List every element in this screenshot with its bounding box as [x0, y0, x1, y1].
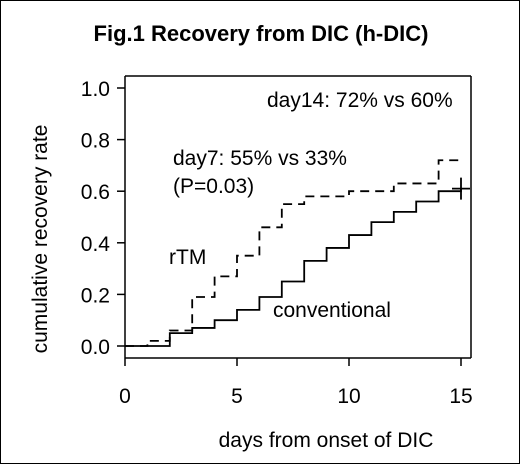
annotation-day7: day7: 55% vs 33% — [173, 147, 347, 170]
annotation-pvalue: (P=0.03) — [173, 175, 254, 198]
y-tick-label: 0.6 — [81, 181, 110, 204]
censor-mark — [452, 177, 470, 200]
y-tick-label: 0.2 — [81, 284, 110, 307]
x-ticks: 0 5 10 15 — [119, 358, 473, 408]
y-tick-label: 1.0 — [81, 78, 110, 101]
axes — [124, 75, 472, 359]
x-tick-label: 0 — [119, 385, 131, 408]
series-layer — [125, 159, 470, 347]
series-conventional-line — [125, 188, 462, 347]
y-axis-label: cumulative recovery rate — [29, 125, 52, 354]
x-tick-label: 10 — [337, 385, 360, 408]
x-axis-label: days from onset of DIC — [219, 429, 434, 452]
y-tick-label: 0.0 — [81, 336, 110, 359]
y-tick-label: 0.8 — [81, 130, 110, 153]
series-rTM-line — [125, 159, 461, 347]
label-rtm: rTM — [169, 246, 206, 269]
x-tick-label: 15 — [449, 385, 472, 408]
label-conventional: conventional — [273, 299, 391, 322]
annotation-day14: day14: 72% vs 60% — [267, 89, 453, 112]
x-tick-label: 5 — [231, 385, 243, 408]
y-tick-label: 0.4 — [81, 233, 111, 256]
y-ticks: 0.0 0.2 0.4 0.6 0.8 1.0 — [81, 78, 125, 359]
chart-title: Fig.1 Recovery from DIC (h-DIC) — [94, 21, 429, 46]
